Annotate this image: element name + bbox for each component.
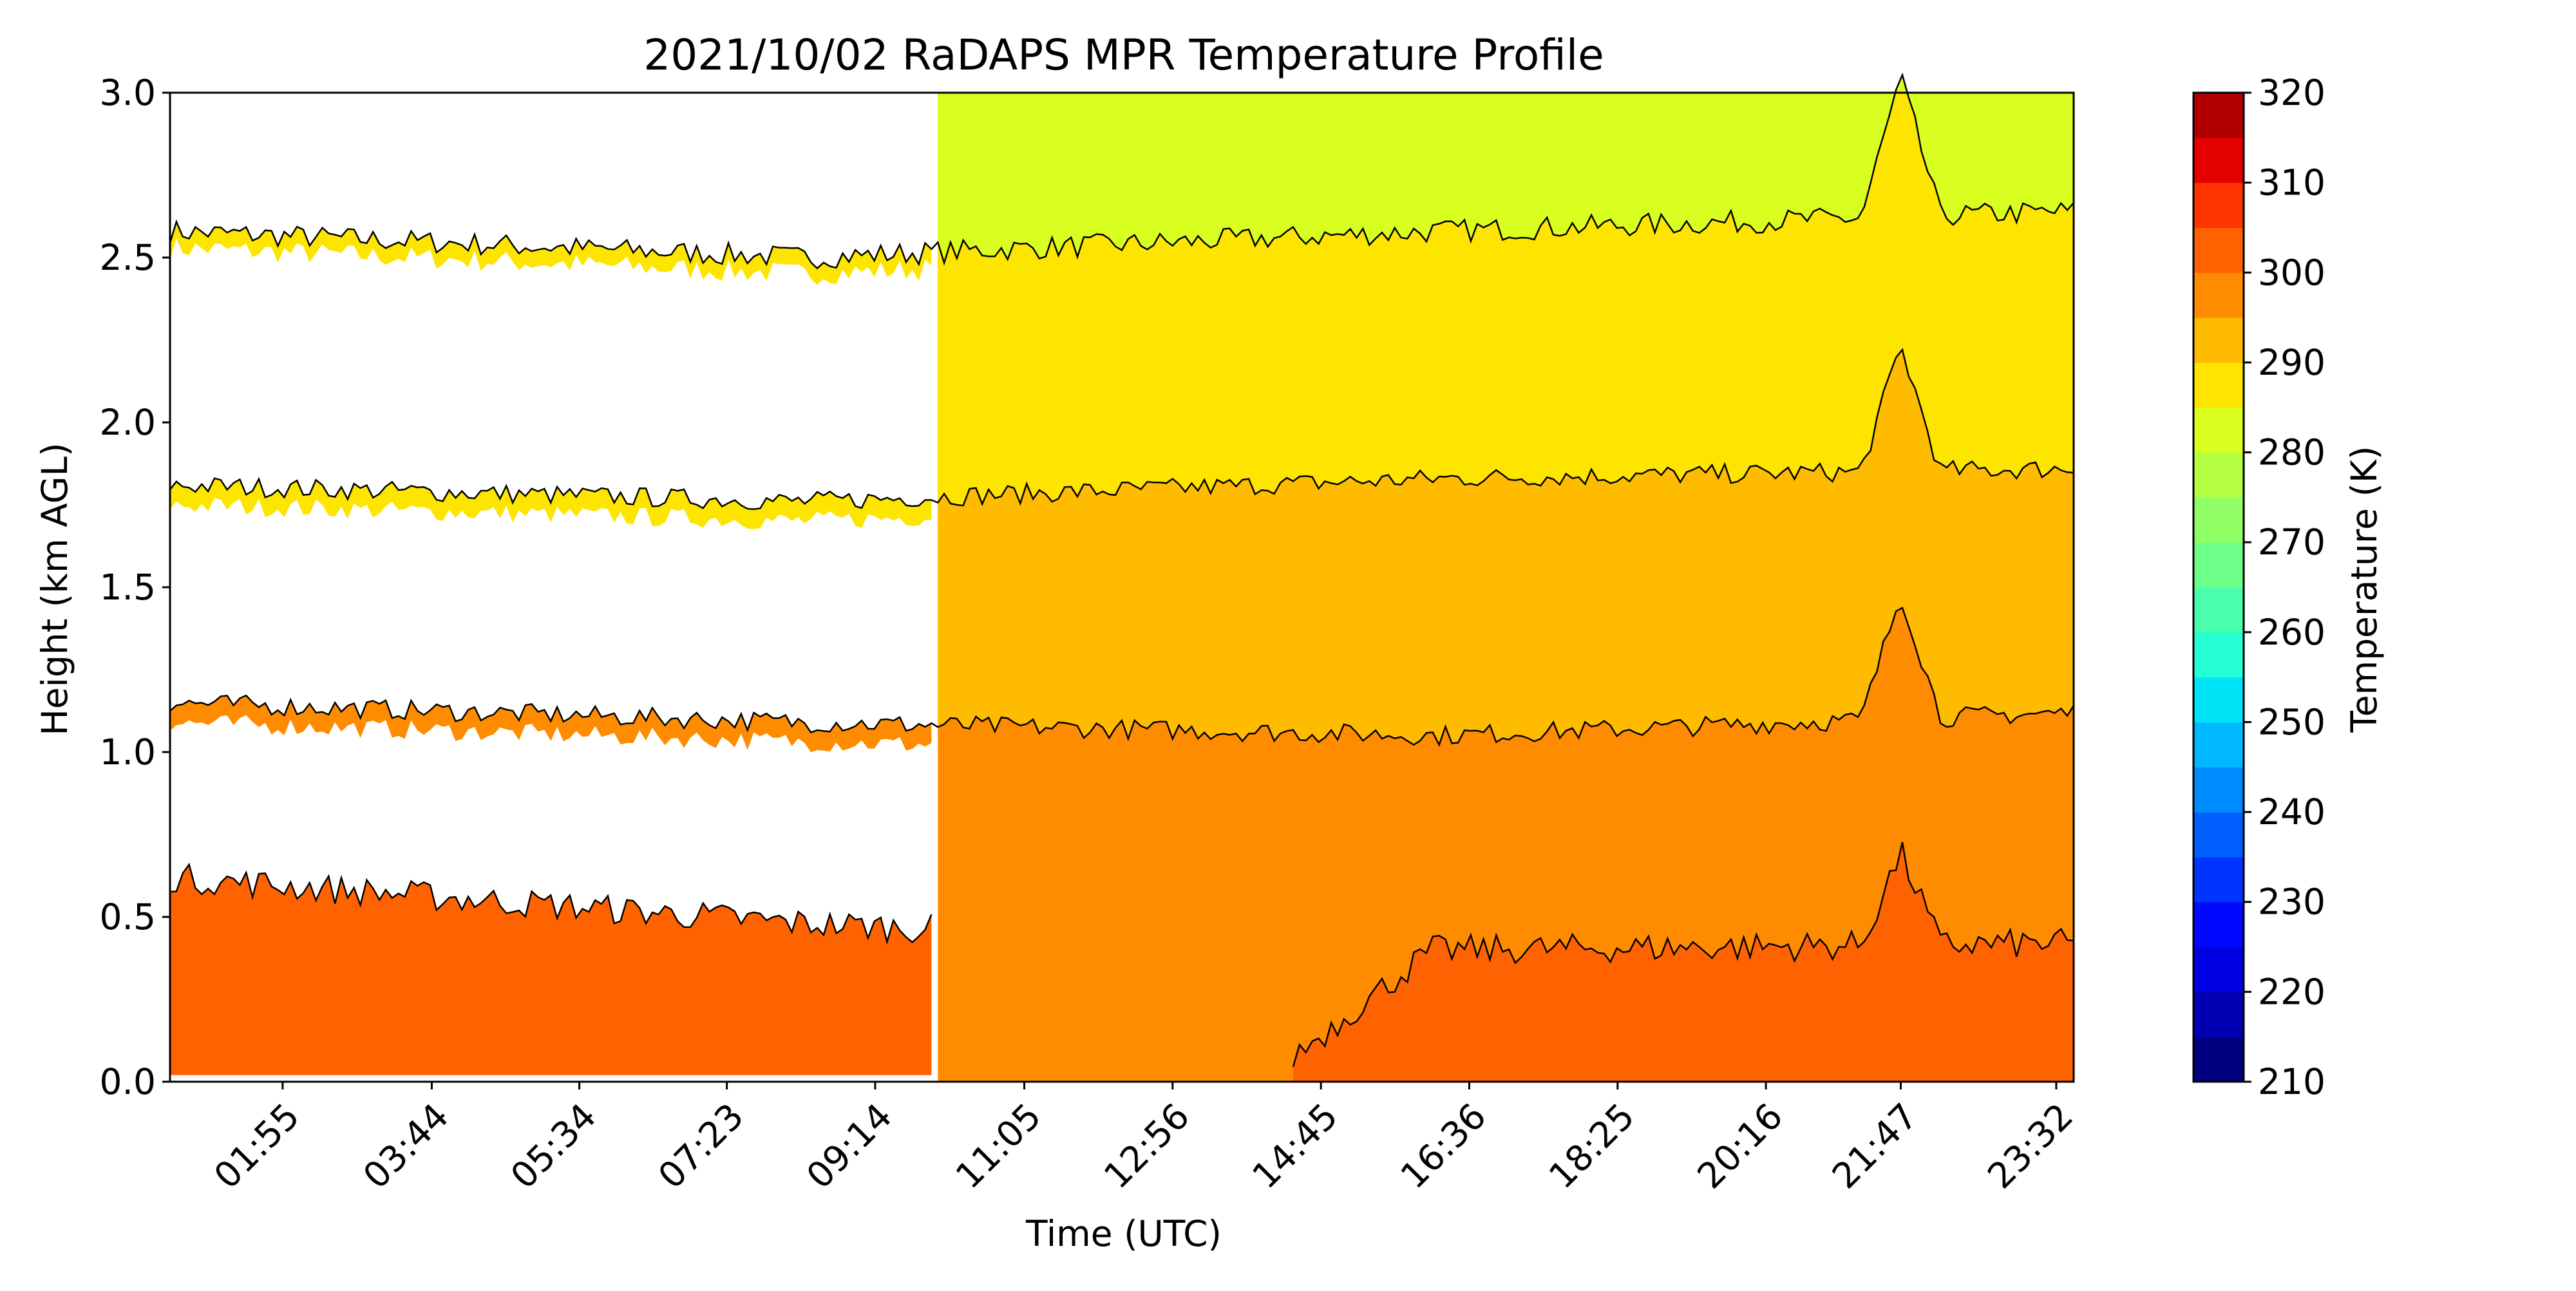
chart-title: 2021/10/02 RaDAPS MPR Temperature Profil… bbox=[643, 30, 1604, 80]
colorbar-swatch bbox=[2193, 542, 2244, 588]
x-tick-label: 16:36 bbox=[1392, 1095, 1493, 1196]
colorbar-swatch bbox=[2193, 722, 2244, 768]
contour-285K bbox=[169, 607, 2075, 747]
colorbar-swatch bbox=[2193, 856, 2244, 903]
colorbar-swatch bbox=[2193, 137, 2244, 184]
colorbar-tick-label: 270 bbox=[2258, 522, 2325, 563]
colorbar-swatch bbox=[2193, 767, 2244, 813]
colorbar-swatch bbox=[2193, 452, 2244, 498]
colorbar-swatch bbox=[2193, 677, 2244, 723]
colorbar-swatch bbox=[2193, 587, 2244, 633]
colorbar-swatch bbox=[2193, 632, 2244, 678]
colorbar-swatch bbox=[2193, 227, 2244, 273]
band-290-295K bbox=[1293, 842, 2074, 1082]
plot-area bbox=[169, 72, 2075, 1082]
colorbar-tick-label: 240 bbox=[2258, 791, 2325, 833]
colorbar-swatch bbox=[2193, 947, 2244, 992]
colorbar-label: Temperature (K) bbox=[2344, 446, 2385, 733]
colorbar-swatch bbox=[2193, 182, 2244, 229]
colorbar-tick-label: 290 bbox=[2258, 342, 2325, 383]
contour-280K bbox=[169, 348, 2074, 511]
colorbar-swatch bbox=[2193, 362, 2244, 408]
y-tick-label: 3.0 bbox=[100, 72, 156, 113]
colorbar-tick-label: 210 bbox=[2258, 1061, 2325, 1102]
colorbar-swatch bbox=[2193, 1037, 2244, 1082]
colorbar-tick-label: 320 bbox=[2258, 72, 2325, 113]
x-tick-label: 20:16 bbox=[1689, 1095, 1790, 1196]
colorbar: 210 220 230 240 250 260 270 280 290 300 310 320 bbox=[2192, 72, 2325, 1102]
colorbar-swatch bbox=[2193, 497, 2244, 543]
x-tick-label: 09:14 bbox=[799, 1095, 900, 1196]
y-tick-label: 2.0 bbox=[100, 402, 156, 443]
colorbar-swatch bbox=[2193, 812, 2244, 858]
x-tick-label: 03:44 bbox=[355, 1095, 456, 1196]
colorbar-swatch bbox=[2193, 901, 2244, 948]
y-tick-label: 1.0 bbox=[100, 731, 156, 773]
colorbar-swatch bbox=[2193, 317, 2244, 363]
y-tick-label: 0.5 bbox=[100, 896, 156, 938]
colorbar-tick-label: 250 bbox=[2258, 701, 2325, 742]
x-tick-label: 12:56 bbox=[1096, 1095, 1197, 1196]
colorbar-tick-label: 310 bbox=[2258, 162, 2325, 203]
y-axis-label: Height (km AGL) bbox=[34, 442, 75, 735]
x-tick-label: 07:23 bbox=[650, 1095, 752, 1196]
colorbar-swatch bbox=[2193, 272, 2244, 318]
x-tick-label: 18:25 bbox=[1541, 1095, 1642, 1196]
band-290-295K-pre bbox=[170, 864, 932, 1075]
colorbar-tick-label: 300 bbox=[2258, 252, 2325, 293]
colorbar-frame bbox=[2192, 91, 2245, 1083]
colorbar-swatch bbox=[2193, 992, 2244, 1037]
y-tick-label: 0.0 bbox=[100, 1061, 156, 1102]
colorbar-tick-label: 220 bbox=[2258, 971, 2325, 1012]
y-tick-label: 2.5 bbox=[100, 237, 156, 278]
x-tick-label: 05:34 bbox=[503, 1095, 604, 1196]
sliver-275K-pre bbox=[170, 221, 932, 285]
sliver-285K-pre bbox=[170, 695, 932, 753]
x-tick-label: 23:32 bbox=[1980, 1095, 2081, 1196]
x-tick-label: 14:45 bbox=[1244, 1095, 1345, 1196]
x-tick-label: 11:05 bbox=[948, 1095, 1049, 1196]
x-axis-label: Time (UTC) bbox=[1025, 1213, 1222, 1254]
colorbar-tick-label: 230 bbox=[2258, 881, 2325, 923]
contour-290K-pre bbox=[169, 862, 933, 945]
contour-275K bbox=[169, 72, 2074, 270]
x-tick-label: 21:47 bbox=[1824, 1095, 1926, 1196]
y-tick-label: 1.5 bbox=[100, 567, 156, 608]
x-tick-label: 01:55 bbox=[206, 1095, 307, 1196]
colorbar-swatch bbox=[2193, 407, 2244, 453]
band-above-275K bbox=[938, 75, 2074, 263]
colorbar-swatch bbox=[2193, 93, 2244, 138]
colorbar-tick-label: 260 bbox=[2258, 612, 2325, 653]
contour-290K-post bbox=[1292, 842, 2074, 1068]
colorbar-tick-label: 280 bbox=[2258, 432, 2325, 473]
